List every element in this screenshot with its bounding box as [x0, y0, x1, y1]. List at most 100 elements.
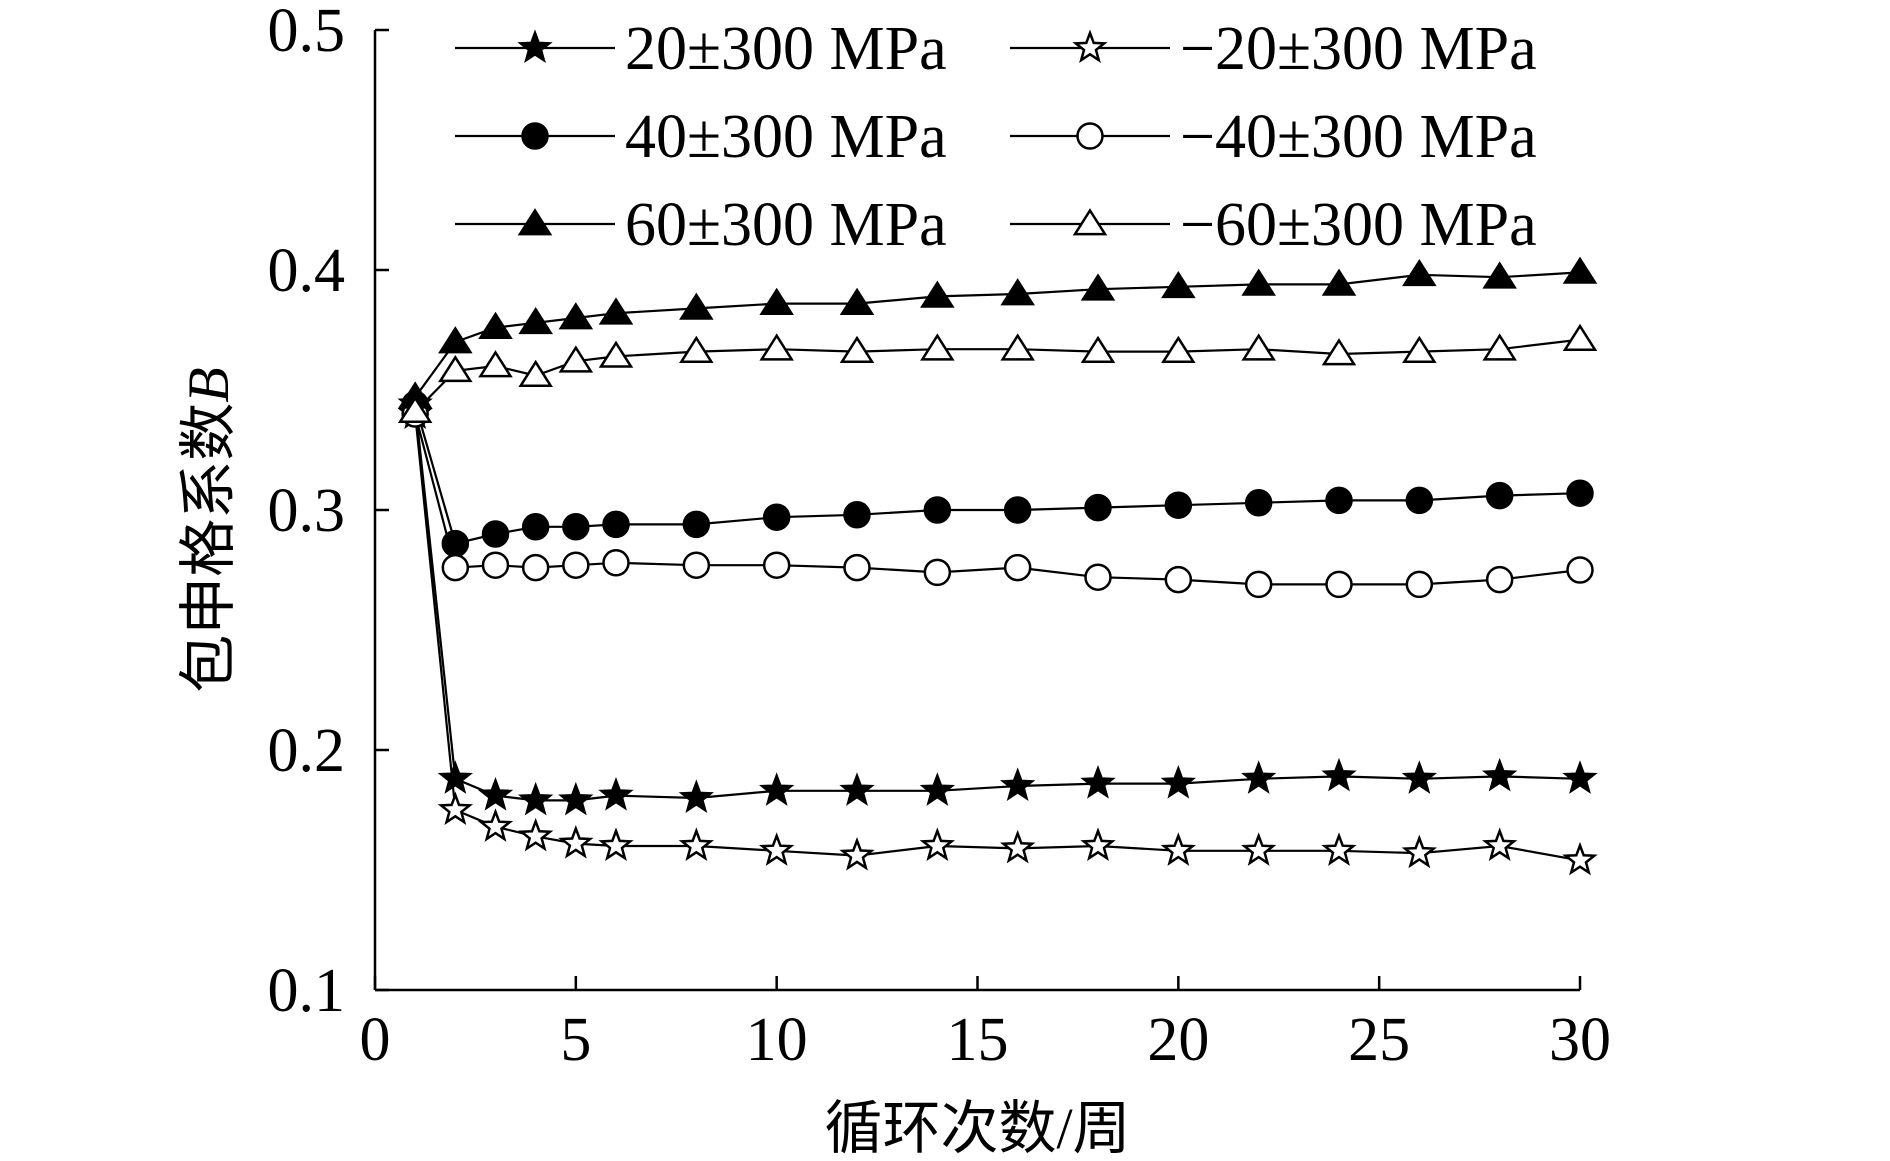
data-point: [562, 551, 590, 579]
legend-marker: [521, 122, 549, 150]
legend-item: −40±300 MPa: [1010, 103, 1537, 171]
legend-item: 40±300 MPa: [455, 103, 947, 171]
data-point: [481, 551, 510, 579]
data-point: [602, 549, 630, 577]
data-point: [1241, 333, 1276, 361]
data-point: [598, 297, 634, 325]
series-line: [414, 338, 1581, 413]
legend-marker: [1076, 122, 1104, 150]
data-point: [1402, 335, 1437, 363]
data-point: [1000, 333, 1035, 361]
data-point: [682, 510, 711, 539]
x-tick-label: 10: [746, 1006, 808, 1074]
data-point: [478, 311, 513, 339]
axes: 0.1 0.2 0.3 0.4 0.5 0 5 10 15 20 25 30: [268, 0, 1612, 1074]
data-point: [923, 558, 952, 587]
x-tick-label: 20: [1147, 1006, 1209, 1074]
data-point: [920, 333, 955, 361]
data-point: [521, 513, 550, 541]
data-point: [839, 335, 875, 363]
data-point: [1244, 570, 1273, 599]
data-point: [437, 791, 473, 826]
data-point: [920, 280, 955, 308]
data-point: [1562, 760, 1598, 794]
data-point: [558, 781, 594, 816]
legend-label: −40±300 MPa: [1180, 103, 1537, 171]
data-point: [518, 781, 554, 816]
data-point: [1080, 273, 1116, 301]
data-point: [1482, 757, 1518, 792]
data-point: [441, 553, 470, 582]
data-point: [1000, 767, 1036, 802]
x-ticks: 0 5 10 15 20 25 30: [360, 976, 1611, 1074]
data-point: [1244, 489, 1273, 517]
series-line: [414, 404, 1581, 802]
data-point: [1321, 832, 1357, 866]
data-point: [558, 825, 594, 859]
data-point: [1485, 565, 1514, 594]
data-point: [1485, 481, 1514, 510]
data-point: [1402, 258, 1437, 287]
legend-label: 60±300 MPa: [625, 191, 947, 259]
data-point: [1241, 832, 1277, 866]
y-tick-label: 0.4: [268, 237, 346, 305]
data-point: [923, 496, 952, 524]
data-point: [759, 287, 794, 315]
data-point: [843, 553, 871, 582]
data-point: [477, 777, 514, 811]
data-point: [397, 395, 433, 423]
data-point: [1482, 261, 1517, 289]
data-point: [1401, 834, 1437, 869]
data-point: [1321, 338, 1357, 366]
data-point: [1080, 765, 1116, 799]
legend-item: −20±300 MPa: [1010, 15, 1537, 83]
data-point: [1562, 256, 1598, 284]
data-point: [839, 837, 875, 871]
data-point: [438, 354, 473, 383]
data-point: [1482, 827, 1518, 862]
data-point: [1405, 570, 1434, 599]
data-point: [682, 551, 711, 579]
data-point: [1562, 323, 1598, 351]
data-point: [562, 513, 590, 541]
data-point: [1000, 829, 1036, 864]
legend-marker: [517, 208, 553, 236]
data-point: [1000, 278, 1035, 306]
data-point: [558, 345, 594, 373]
legend: 20±300 MPa −20±300 MPa 40±300 MPa −40±300 M…: [455, 15, 1537, 259]
data-point: [1080, 827, 1116, 862]
legend-marker: [1072, 208, 1108, 236]
data-point: [558, 302, 594, 330]
data-point: [478, 350, 513, 378]
legend-item: 60±300 MPa: [455, 191, 947, 259]
data-point: [678, 827, 714, 862]
y-tick-label: 0.1: [268, 957, 346, 1025]
x-tick-label: 5: [560, 1006, 591, 1074]
y-axis-title-variable: B: [176, 367, 241, 402]
data-point: [518, 359, 553, 387]
data-point: [1080, 335, 1116, 363]
data-point: [1562, 841, 1598, 876]
data-point: [1566, 556, 1594, 584]
legend-label: 20±300 MPa: [625, 15, 947, 83]
data-point: [762, 503, 791, 531]
data-point: [1241, 760, 1277, 794]
data-point: [762, 551, 791, 579]
data-point: [1325, 570, 1353, 599]
series-line: [414, 413, 1581, 862]
data-point: [843, 501, 871, 529]
x-axis-title: 循环次数/周: [824, 1096, 1130, 1161]
series-line: [414, 413, 1581, 586]
data-point: [1160, 765, 1196, 799]
data-point: [679, 292, 714, 320]
legend-marker: [1072, 29, 1108, 64]
data-point: [679, 335, 714, 363]
data-point: [1325, 486, 1353, 515]
data-point: [598, 777, 634, 811]
y-tick-label: 0.2: [268, 717, 346, 785]
data-point: [839, 287, 875, 315]
y-axis-title: 包申格系数B: [176, 367, 241, 692]
data-point: [438, 326, 473, 354]
data-point: [759, 333, 794, 361]
